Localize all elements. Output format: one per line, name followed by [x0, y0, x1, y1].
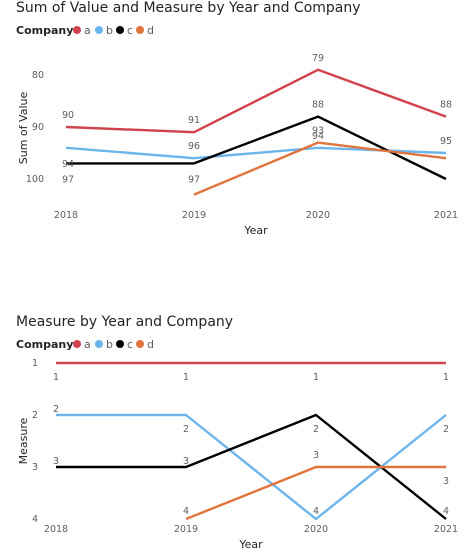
- legend-label-a: a: [84, 338, 91, 351]
- legend-label-c: c: [127, 24, 133, 37]
- data-label-a: 88: [440, 100, 452, 111]
- x-tick-label: 2020: [306, 210, 330, 221]
- legend-marker-b: [95, 340, 103, 348]
- legend-title: Company: [16, 24, 73, 37]
- data-label-a: 1: [183, 372, 189, 383]
- data-label-a: 91: [188, 115, 200, 126]
- chart-1-y-axis-title: Sum of Value: [17, 92, 30, 165]
- series-line-b[interactable]: [65, 146, 447, 160]
- data-label-b: 95: [440, 136, 452, 147]
- legend-label-d: d: [147, 338, 154, 351]
- y-tick-label: 100: [26, 174, 44, 185]
- data-label-d: 3: [443, 476, 449, 487]
- data-label-c: 4: [443, 506, 449, 517]
- y-tick-label: 4: [32, 514, 38, 525]
- chart-2-x-ticks: 2018 2019 2020 2021: [44, 524, 458, 535]
- series-line-d[interactable]: [185, 465, 446, 521]
- chart-1-y-ticks: 80 90 100: [26, 70, 44, 185]
- data-label-a: 1: [53, 372, 59, 383]
- data-label-c: 3: [183, 456, 189, 467]
- legend-marker-c: [116, 26, 124, 34]
- data-label-b: 2: [53, 404, 59, 415]
- chart-2-y-axis-title: Measure: [17, 417, 30, 464]
- series-line-c[interactable]: [66, 115, 447, 181]
- series-line-d[interactable]: [193, 141, 447, 196]
- chart-2-legend[interactable]: Company a b c d: [16, 338, 154, 351]
- legend-label-c: c: [127, 338, 133, 351]
- data-label-b: 2: [183, 424, 189, 435]
- data-label-a: 79: [312, 53, 324, 64]
- chart-1-title: Sum of Value and Measure by Year and Com…: [16, 0, 361, 16]
- legend-title: Company: [16, 338, 73, 351]
- legend-marker-b: [95, 26, 103, 34]
- chart-1-lines: [65, 68, 447, 196]
- data-label-c: 2: [313, 424, 319, 435]
- x-tick-label: 2019: [182, 210, 206, 221]
- data-label-d: 4: [183, 506, 189, 517]
- y-tick-label: 90: [32, 122, 44, 133]
- chart-2-data-labels: 1 1 1 1 2 2 4 2 3 3 2 4 4 3 3: [53, 372, 449, 517]
- legend-marker-d: [136, 26, 144, 34]
- data-label-b: 94: [312, 131, 324, 142]
- data-label-b: 2: [443, 424, 449, 435]
- chart-1-legend[interactable]: Company a b c d: [16, 24, 154, 37]
- chart-2-y-ticks: 1 2 3 4: [32, 358, 38, 525]
- data-label-a: 1: [443, 372, 449, 383]
- y-tick-label: 3: [32, 462, 38, 473]
- data-label-b: 94: [62, 159, 74, 170]
- legend-marker-a: [73, 26, 81, 34]
- data-label-b: 4: [313, 506, 319, 517]
- legend-label-a: a: [84, 24, 91, 37]
- data-label-d: 93: [312, 126, 324, 137]
- data-label-d: 3: [313, 450, 319, 461]
- x-tick-label: 2018: [54, 210, 78, 221]
- data-label-c: 3: [53, 456, 59, 467]
- legend-marker-d: [136, 340, 144, 348]
- chart-1-data-labels: 90 91 79 88 94 96 94 95 97 97 88 93: [62, 53, 452, 186]
- legend-marker-a: [73, 340, 81, 348]
- data-label-c: 97: [62, 174, 74, 185]
- chart-2-title: Measure by Year and Company: [16, 314, 233, 330]
- x-tick-label: 2018: [44, 524, 68, 535]
- x-tick-label: 2021: [434, 210, 458, 221]
- chart-2-lines: [56, 361, 447, 521]
- data-label-c: 97: [188, 174, 200, 185]
- y-tick-label: 2: [32, 410, 38, 421]
- data-label-a: 1: [313, 372, 319, 383]
- chart-2: Measure by Year and Company Company a b …: [16, 314, 458, 551]
- chart-1-x-axis-title: Year: [243, 224, 268, 237]
- y-tick-label: 80: [32, 70, 44, 81]
- legend-marker-c: [116, 340, 124, 348]
- chart-2-x-axis-title: Year: [238, 538, 263, 551]
- y-tick-label: 1: [32, 358, 38, 369]
- data-label-b: 96: [188, 141, 200, 152]
- legend-label-b: b: [106, 24, 113, 37]
- data-label-c: 88: [312, 100, 324, 111]
- x-tick-label: 2020: [304, 524, 328, 535]
- x-tick-label: 2021: [434, 524, 458, 535]
- data-label-a: 90: [62, 110, 74, 121]
- x-tick-label: 2019: [174, 524, 198, 535]
- series-line-a[interactable]: [65, 68, 447, 134]
- chart-1: Sum of Value and Measure by Year and Com…: [16, 0, 458, 237]
- legend-label-d: d: [147, 24, 154, 37]
- legend-label-b: b: [106, 338, 113, 351]
- chart-1-x-ticks: 2018 2019 2020 2021: [54, 210, 458, 221]
